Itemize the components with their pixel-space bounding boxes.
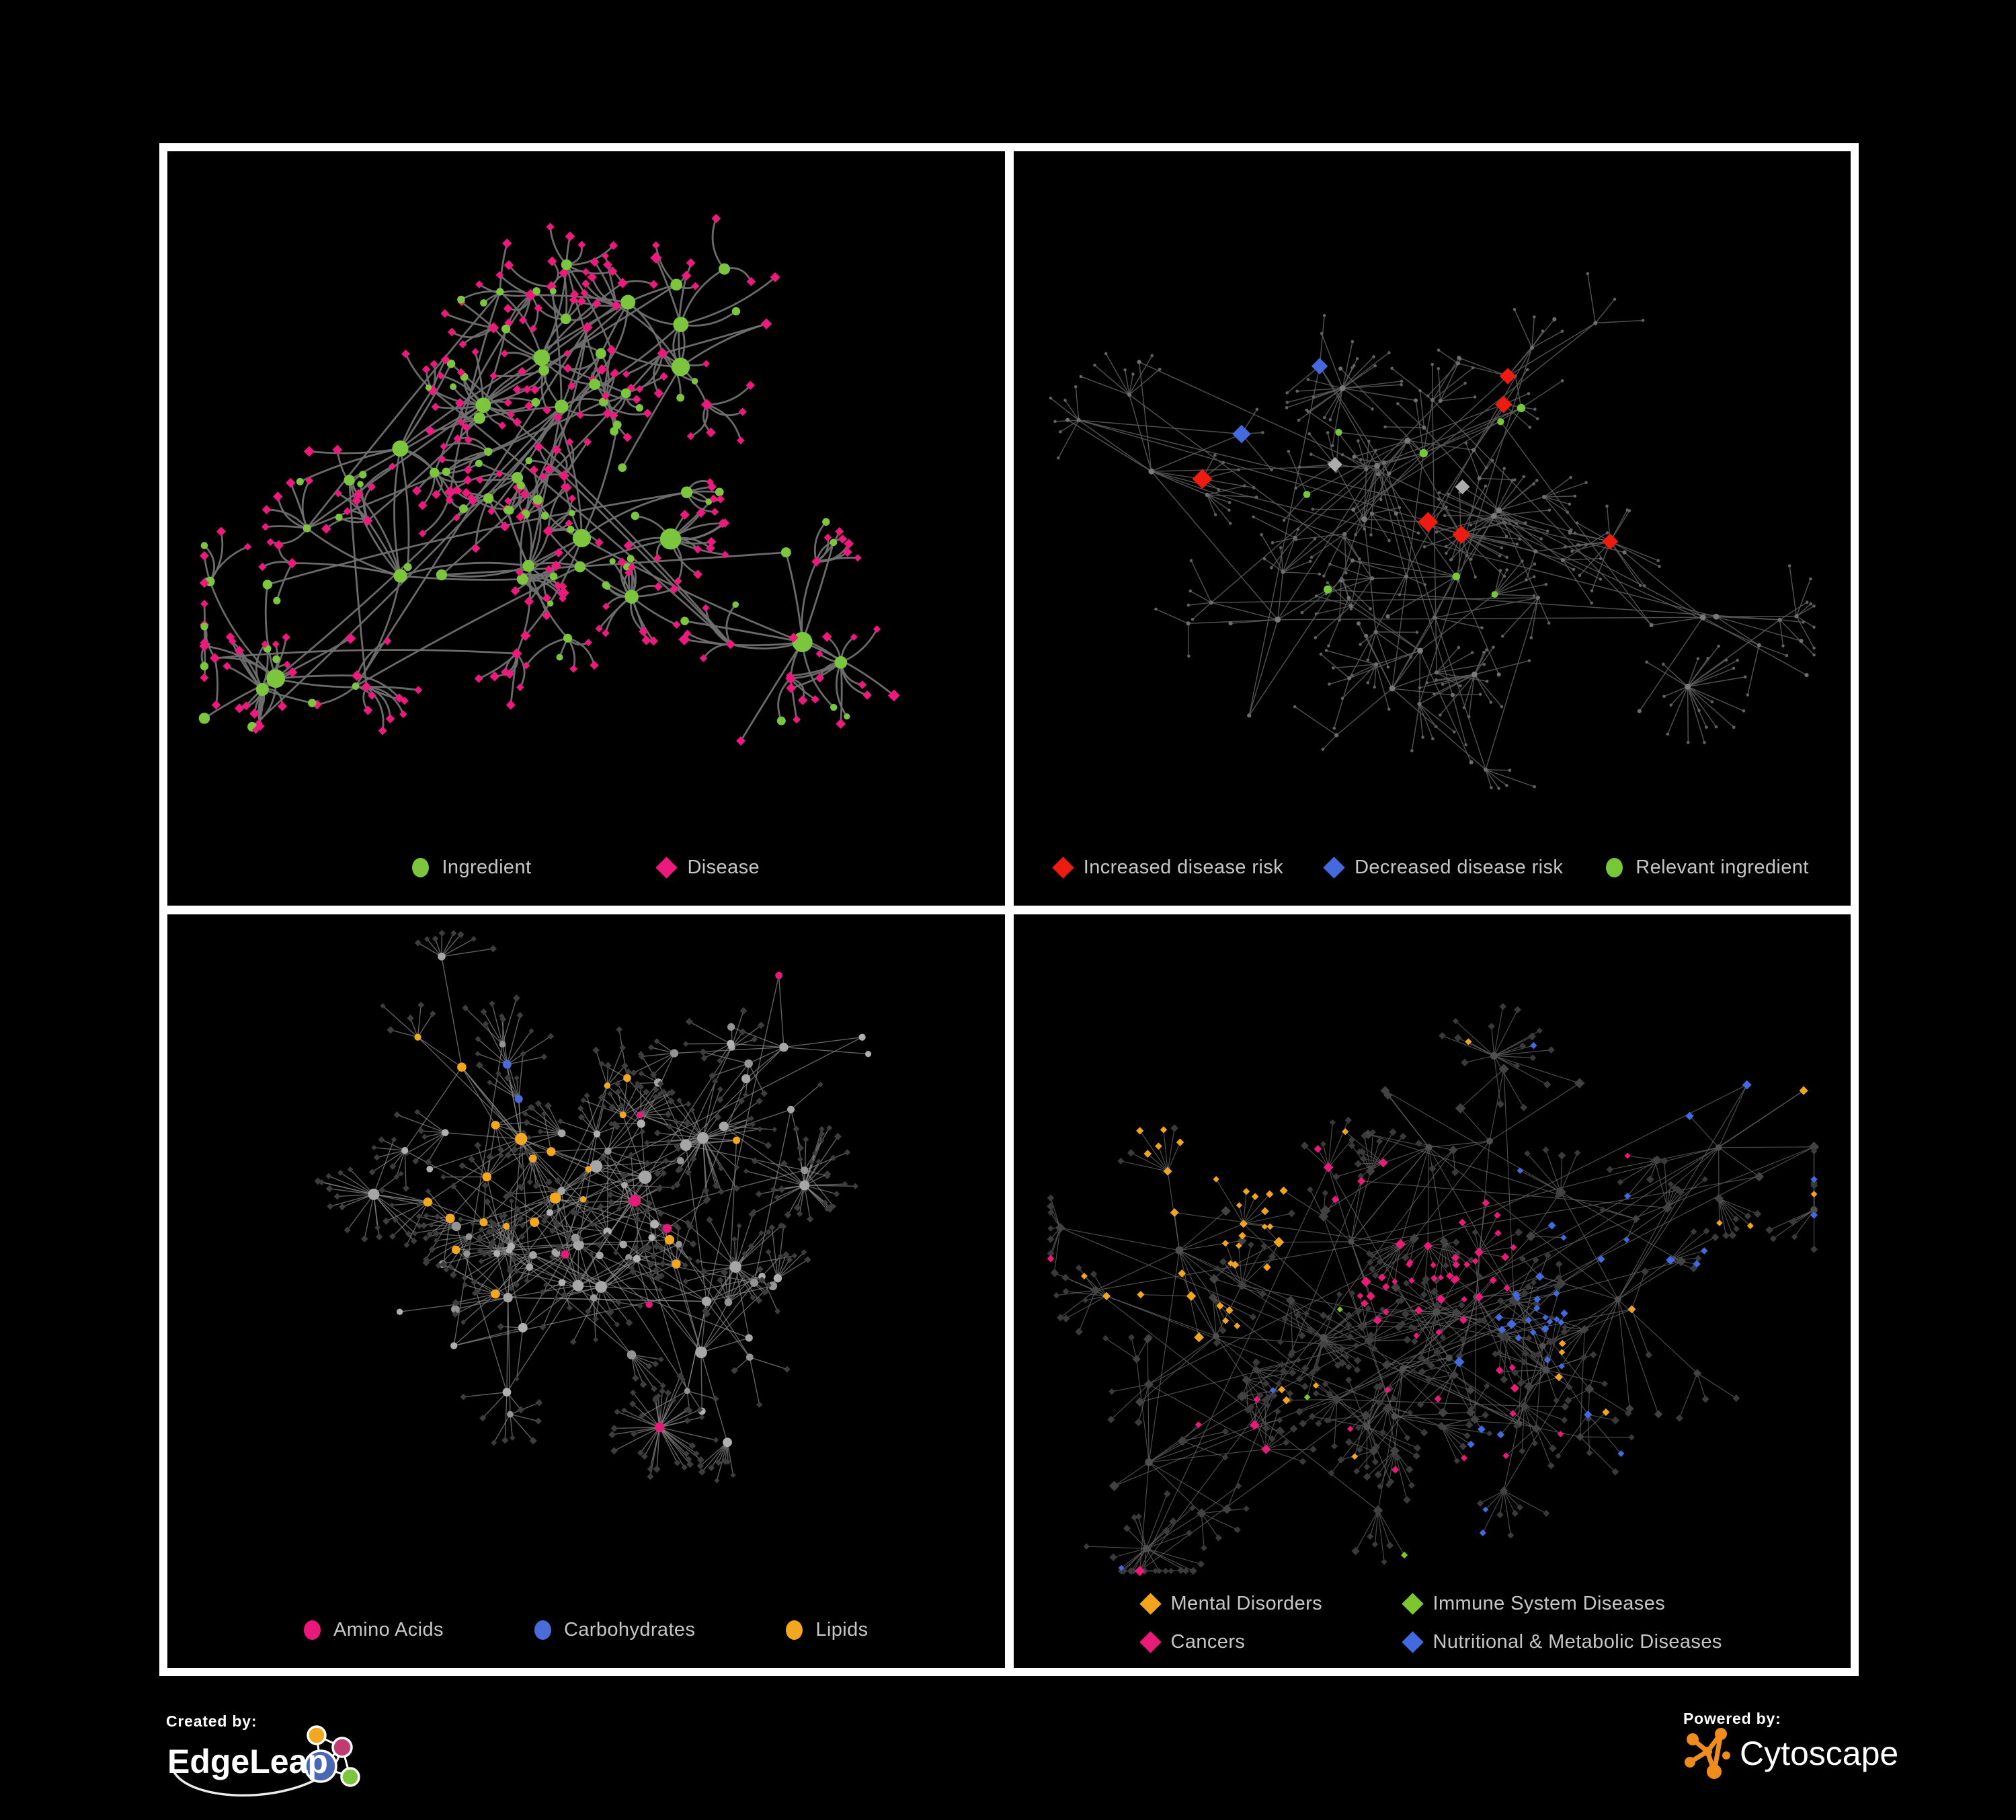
cancers-marker-icon (1139, 1631, 1162, 1653)
panel-nutrient-classes: Amino Acids Carbohydrates Lipids (167, 914, 1005, 1668)
legend-nutrient-classes: Amino Acids Carbohydrates Lipids (167, 1619, 1005, 1641)
network-disease-risk (1049, 272, 1816, 790)
lipids-marker-icon (786, 1620, 803, 1640)
legend-disease-classes: Mental Disorders Immune System Diseases … (1139, 1593, 1722, 1653)
ingredient-marker-icon (412, 857, 430, 877)
legend-label: Carbohydrates (563, 1619, 696, 1640)
legend-label: Disease (687, 856, 760, 878)
increased-risk-marker-icon (1051, 856, 1074, 879)
legend-label: Lipids (815, 1619, 869, 1640)
immune-diseases-marker-icon (1401, 1593, 1424, 1615)
legend-item-increased-risk: Increased disease risk (1051, 856, 1284, 879)
legend-item-immune-diseases: Immune System Diseases (1401, 1593, 1722, 1615)
legend-item-disease: Disease (655, 856, 760, 879)
legend-label: Mental Disorders (1170, 1593, 1323, 1614)
amino-acids-marker-icon (303, 1620, 321, 1640)
mental-disorders-marker-icon (1139, 1593, 1162, 1615)
legend-item-amino-acids: Amino Acids (303, 1619, 444, 1641)
edgeleap-network-nodes (304, 1725, 360, 1787)
disease-marker-icon (655, 856, 678, 879)
legend-item-lipids: Lipids (786, 1619, 868, 1641)
cytoscape-wordmark: Cytoscape (1740, 1735, 1898, 1772)
cytoscape-glyph-nodes (1685, 1728, 1730, 1779)
legend-label: Increased disease risk (1083, 856, 1284, 878)
legend-label: Amino Acids (333, 1619, 444, 1640)
relevant-ingredient-marker-icon (1606, 857, 1623, 877)
legend-item-nutritional-metabolic: Nutritional & Metabolic Diseases (1401, 1631, 1722, 1653)
decreased-risk-marker-icon (1323, 856, 1345, 879)
legend-ingredient-disease: Ingredient Disease (167, 857, 1005, 879)
panel-ingredient-disease: Ingredient Disease (167, 151, 1005, 906)
legend-label: Nutritional & Metabolic Diseases (1433, 1631, 1722, 1653)
legend-label: Cancers (1170, 1631, 1246, 1653)
legend-item-relevant-ingredient: Relevant ingredient (1606, 857, 1808, 879)
legend-label: Relevant ingredient (1636, 856, 1809, 878)
network-ingredient-disease (198, 214, 900, 746)
network-nutrient-classes (314, 929, 872, 1483)
panel-disease-classes: Mental Disorders Immune System Diseases … (1013, 914, 1851, 1668)
legend-item-carbohydrates: Carbohydrates (534, 1619, 695, 1641)
panel-grid: Ingredient Disease Increased disease ris… (159, 143, 1859, 1676)
legend-label: Decreased disease risk (1355, 856, 1564, 878)
created-by-label: Created by: (166, 1712, 257, 1730)
legend-item-cancers: Cancers (1139, 1631, 1405, 1653)
powered-by-block: Powered by: Cytoscape (1682, 1710, 1964, 1804)
carbohydrates-marker-icon (534, 1620, 551, 1640)
legend-label: Immune System Diseases (1433, 1593, 1666, 1614)
legend-label: Ingredient (442, 856, 532, 878)
powered-by-label: Powered by: (1683, 1710, 1781, 1727)
network-disease-classes (1046, 1002, 1819, 1576)
nutritional-metabolic-marker-icon (1401, 1631, 1424, 1653)
legend-item-decreased-risk: Decreased disease risk (1323, 856, 1564, 879)
legend-disease-risk: Increased disease risk Decreased disease… (1014, 857, 1851, 879)
created-by-block: Created by: EdgeLeap (163, 1710, 405, 1811)
cytoscape-logo: Cytoscape (1685, 1728, 1898, 1779)
edgeleap-wordmark: EdgeLeap (167, 1743, 328, 1780)
edgeleap-logo: EdgeLeap (167, 1725, 360, 1797)
panel-disease-risk: Increased disease risk Decreased disease… (1013, 151, 1851, 906)
legend-item-mental-disorders: Mental Disorders (1139, 1593, 1405, 1615)
legend-item-ingredient: Ingredient (412, 857, 531, 879)
